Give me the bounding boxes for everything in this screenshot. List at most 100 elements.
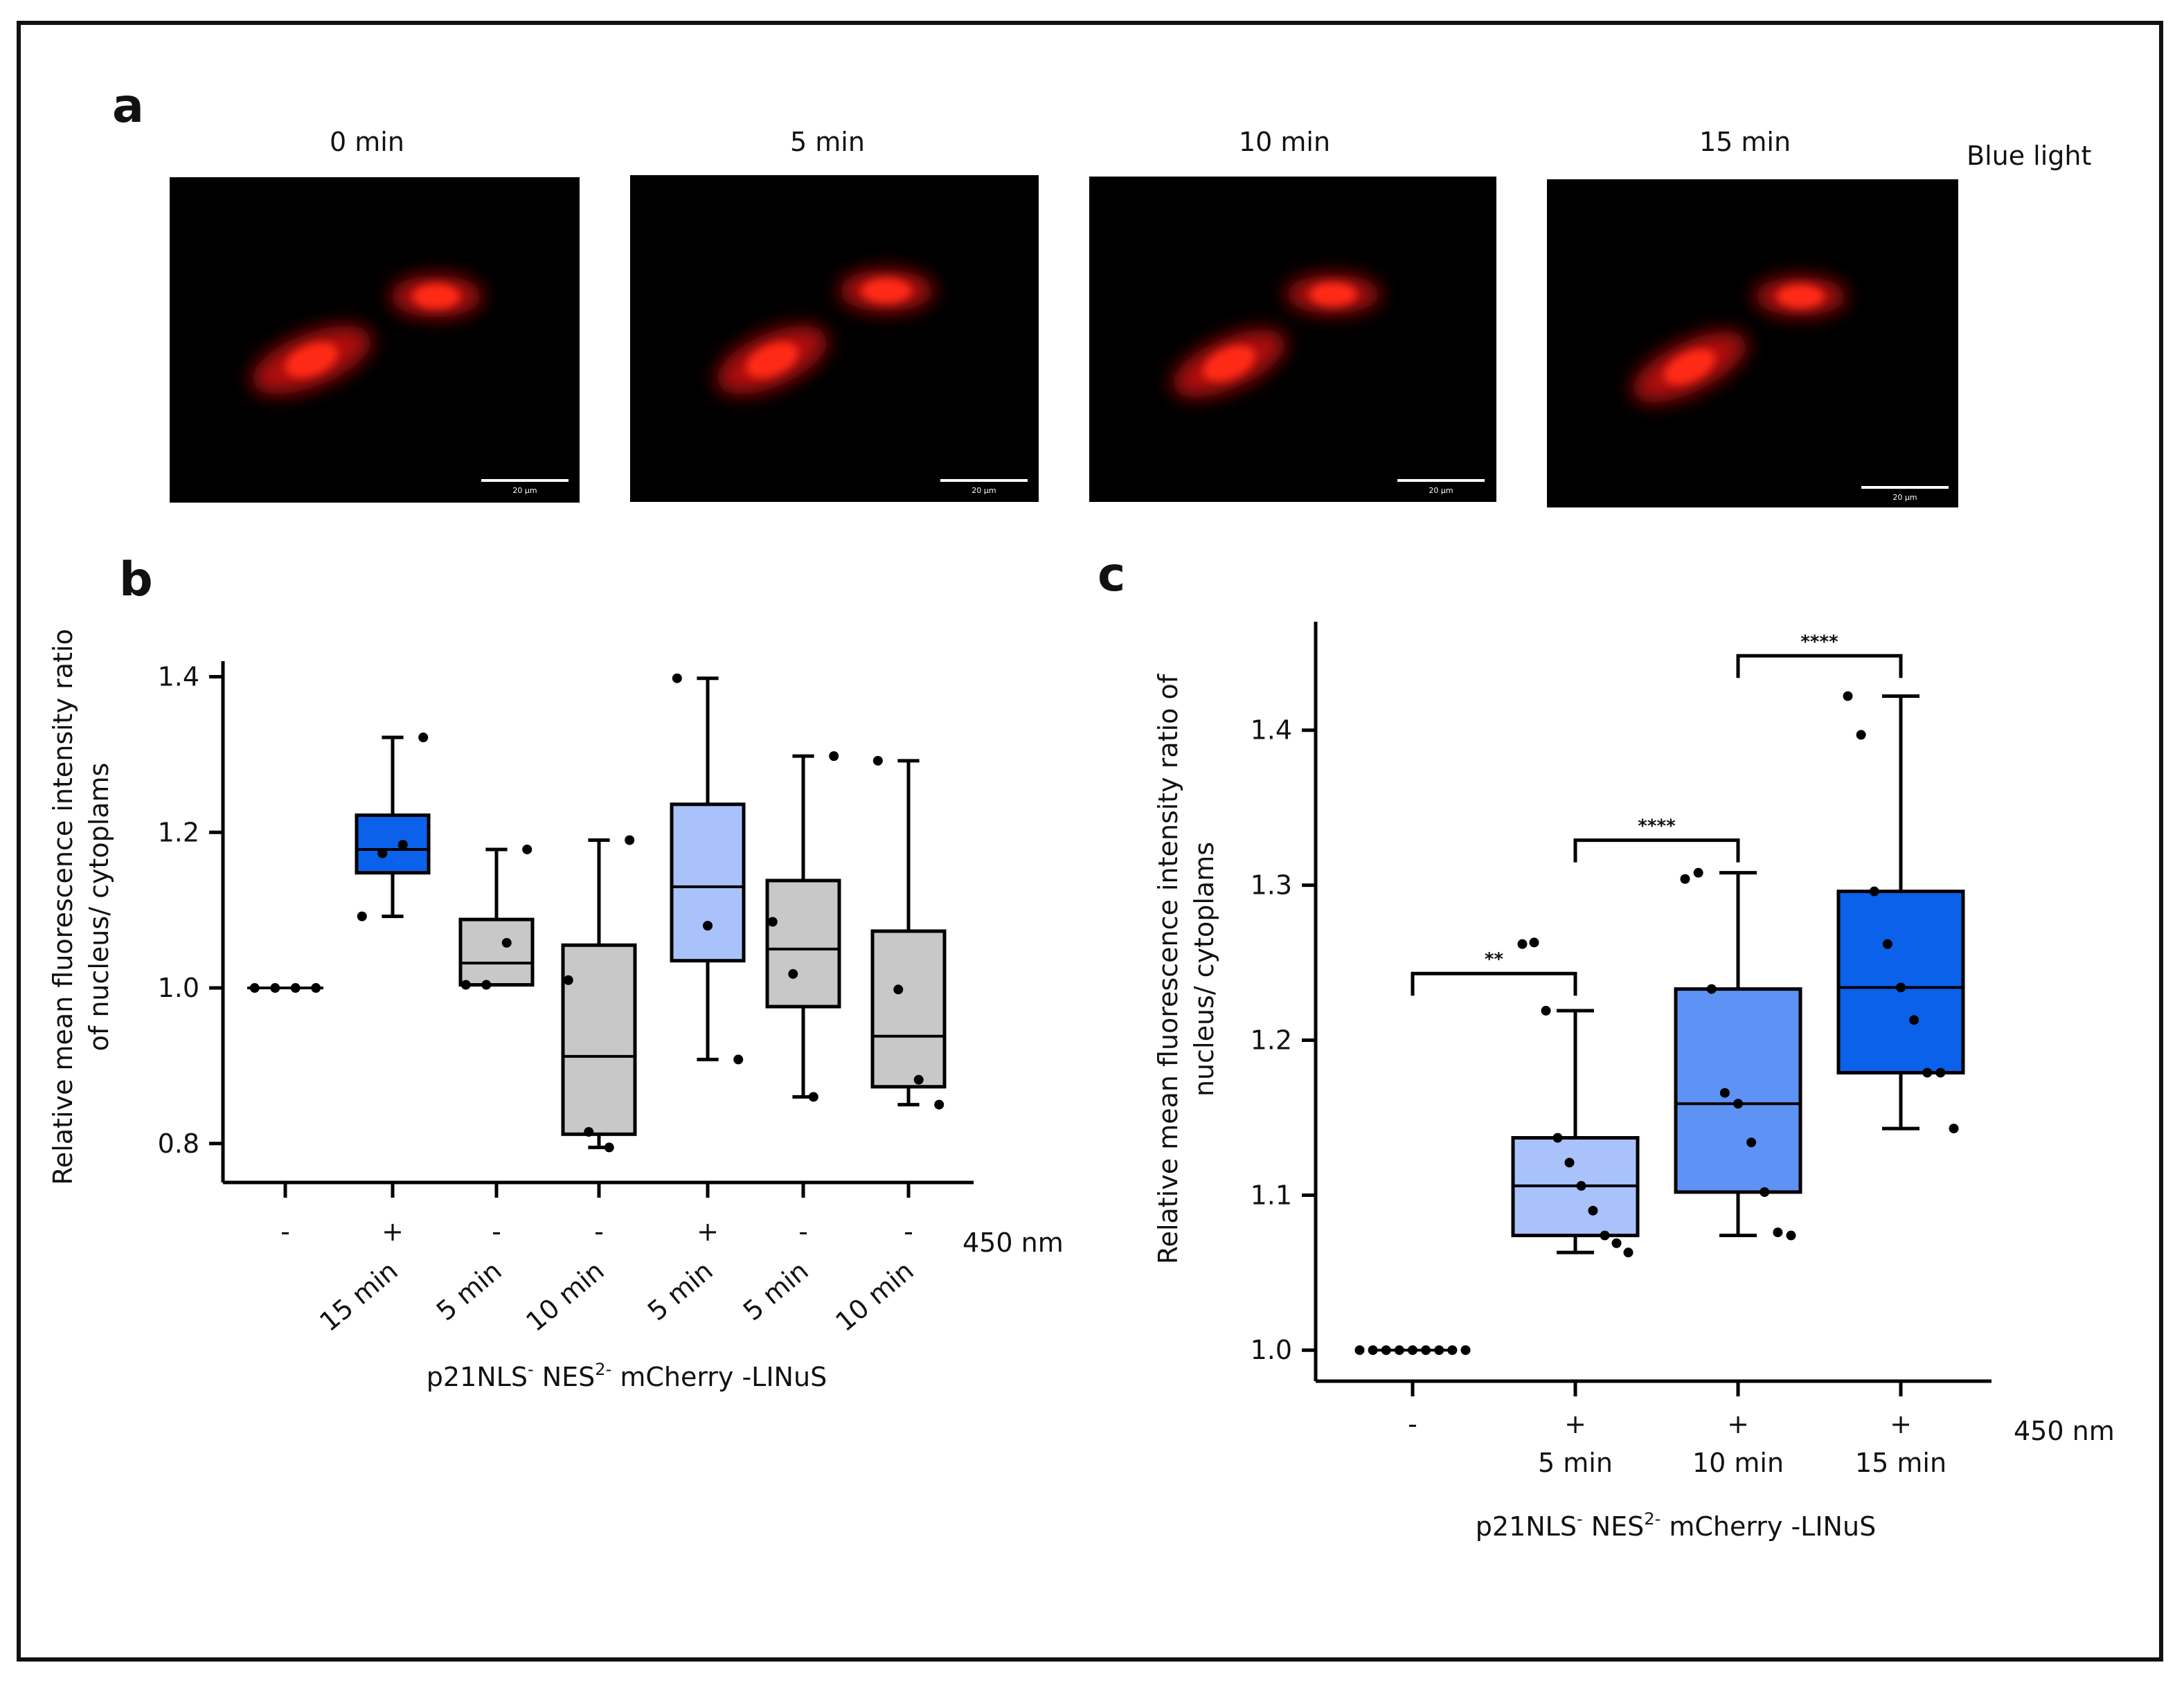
- panel-c-xlabel-tail: mCherry -LINuS: [1661, 1511, 1876, 1542]
- b-x-tick-time-label: 10 min: [520, 1255, 609, 1338]
- b-box: [670, 802, 746, 963]
- panel-b-xlabel: p21NLS- NES2- mCherry -LINuS: [427, 1360, 827, 1392]
- c-data-point: [1856, 730, 1866, 740]
- c-data-point: [1447, 1345, 1458, 1356]
- b-data-point: [418, 732, 429, 743]
- c-data-point: [1529, 937, 1539, 948]
- c-data-point: [1460, 1345, 1471, 1356]
- b-x-tick-light-label: +: [382, 1216, 404, 1247]
- panel-c-label: c: [1098, 548, 1125, 602]
- panel-b-xlabel-sup1: -: [528, 1360, 534, 1379]
- panel-b-x-ticks: - +15 min-5 min-10 min+5 min-5 min-10 min: [280, 1182, 920, 1338]
- panel-c-xlabel-sup1: -: [1577, 1509, 1583, 1529]
- panel-b-ylabel-line-1: Relative mean fluorescence intensity rat…: [48, 629, 78, 1185]
- c-y-tick-label: 1.4: [1251, 715, 1292, 746]
- b-data-point: [604, 1142, 614, 1153]
- c-data-point: [1949, 1124, 1959, 1134]
- micrograph-5min: 20 µm: [630, 175, 1039, 502]
- b-data-point: [913, 1074, 924, 1085]
- panel-c-ylabel-line-1: Relative mean fluorescence intensity rat…: [1153, 673, 1183, 1264]
- b-data-point: [625, 835, 635, 845]
- b-x-tick-light-label: -: [492, 1216, 501, 1247]
- figure-frame: [17, 21, 2163, 1662]
- panel-b-xlabel-sup2: 2-: [595, 1360, 611, 1379]
- panel-c-x-ticks: - +5 min +10 min +15 min: [1408, 1381, 1946, 1478]
- time-label-2: 10 min: [1239, 127, 1330, 157]
- c-data-point: [1611, 1238, 1622, 1248]
- panel-c-points: [1354, 691, 1959, 1356]
- c-data-point: [1623, 1248, 1633, 1258]
- b-data-point: [460, 980, 471, 990]
- c-data-point: [1576, 1180, 1586, 1191]
- panel-c-axes: [1314, 622, 1991, 1383]
- c-y-tick-label: 1.3: [1251, 870, 1292, 901]
- panel-b-points: [249, 673, 945, 1153]
- b-data-point: [672, 673, 682, 683]
- c-x-tick-light-label: -: [1408, 1409, 1417, 1439]
- panel-c-xlabel: p21NLS- NES2- mCherry -LINuS: [1476, 1509, 1876, 1542]
- b-data-point: [788, 969, 798, 979]
- c-data-point: [1935, 1068, 1946, 1078]
- c-data-point: [1552, 1133, 1563, 1143]
- b-data-point: [522, 844, 532, 854]
- b-x-tick-light-label: +: [697, 1216, 719, 1247]
- c-data-point: [1760, 1187, 1770, 1197]
- b-x-tick-time-label: 15 min: [314, 1255, 403, 1338]
- c-significance-bracket: [1573, 838, 1740, 863]
- c-data-point: [1394, 1345, 1404, 1356]
- time-label-3: 15 min: [1699, 127, 1791, 157]
- panel-b-xlabel-mid: NES: [534, 1362, 596, 1392]
- c-data-point: [1517, 939, 1528, 949]
- b-x-tick-time-label: 5 min: [737, 1255, 814, 1326]
- c-data-point: [1786, 1230, 1796, 1241]
- c-significance-label: ****: [1638, 816, 1676, 837]
- c-data-point: [1869, 886, 1879, 897]
- c-data-point: [1421, 1345, 1431, 1356]
- b-data-point: [934, 1099, 945, 1110]
- panel-c-xlabel-main: p21NLS: [1476, 1511, 1577, 1542]
- c-data-point: [1368, 1345, 1378, 1356]
- c-box: [1836, 890, 1965, 1074]
- b-data-point: [290, 983, 301, 993]
- b-data-point: [808, 1092, 818, 1102]
- b-data-point: [703, 921, 713, 931]
- b-data-point: [501, 937, 512, 948]
- b-data-point: [377, 848, 388, 858]
- c-y-tick-label: 1.2: [1251, 1025, 1292, 1055]
- panel-b-label: b: [119, 552, 153, 607]
- c-data-point: [1354, 1345, 1365, 1356]
- b-box: [458, 917, 535, 987]
- b-y-tick-label: 1.2: [158, 817, 199, 847]
- c-data-point: [1896, 982, 1906, 993]
- b-y-tick-label: 0.8: [158, 1128, 199, 1159]
- b-data-point: [829, 751, 839, 762]
- panel-a-label: a: [112, 79, 144, 134]
- panel-b-boxes: [247, 676, 947, 1149]
- b-y-tick-label: 1.0: [158, 973, 199, 1003]
- panel-c-xlabel-mid: NES: [1583, 1511, 1645, 1542]
- b-box: [765, 879, 841, 1009]
- micrograph-10min: 20 µm: [1089, 177, 1496, 502]
- b-box: [870, 929, 947, 1089]
- panel-c-significance: **********: [1411, 631, 1903, 996]
- c-data-point: [1693, 867, 1703, 878]
- c-data-point: [1408, 1345, 1417, 1356]
- b-data-point: [311, 983, 321, 993]
- b-box: [355, 813, 431, 875]
- panel-b-xlabel-tail: mCherry -LINuS: [611, 1362, 827, 1392]
- c-data-point: [1746, 1137, 1757, 1148]
- b-data-point: [397, 840, 408, 850]
- blue-light-label: Blue light: [1967, 141, 2091, 171]
- scale-bar-label-0: 20 µm: [512, 486, 537, 495]
- panel-b-ylabel-line-2: of nucleus/ cytoplams: [84, 763, 114, 1052]
- c-x-tick-time-label: 15 min: [1855, 1448, 1946, 1478]
- b-x-tick-light-label: -: [798, 1216, 808, 1247]
- b-data-point: [893, 984, 904, 995]
- b-y-tick-label: 1.4: [158, 661, 199, 692]
- c-y-tick-label: 1.1: [1251, 1180, 1292, 1210]
- c-data-point: [1680, 874, 1690, 884]
- b-x-tick-time-label: 5 min: [431, 1255, 508, 1326]
- panel-b: b 0.81.01.21.4 - +15 min-5 min-10 min+5 m…: [48, 552, 1064, 1392]
- micrograph-0min: 20 µm: [170, 177, 580, 503]
